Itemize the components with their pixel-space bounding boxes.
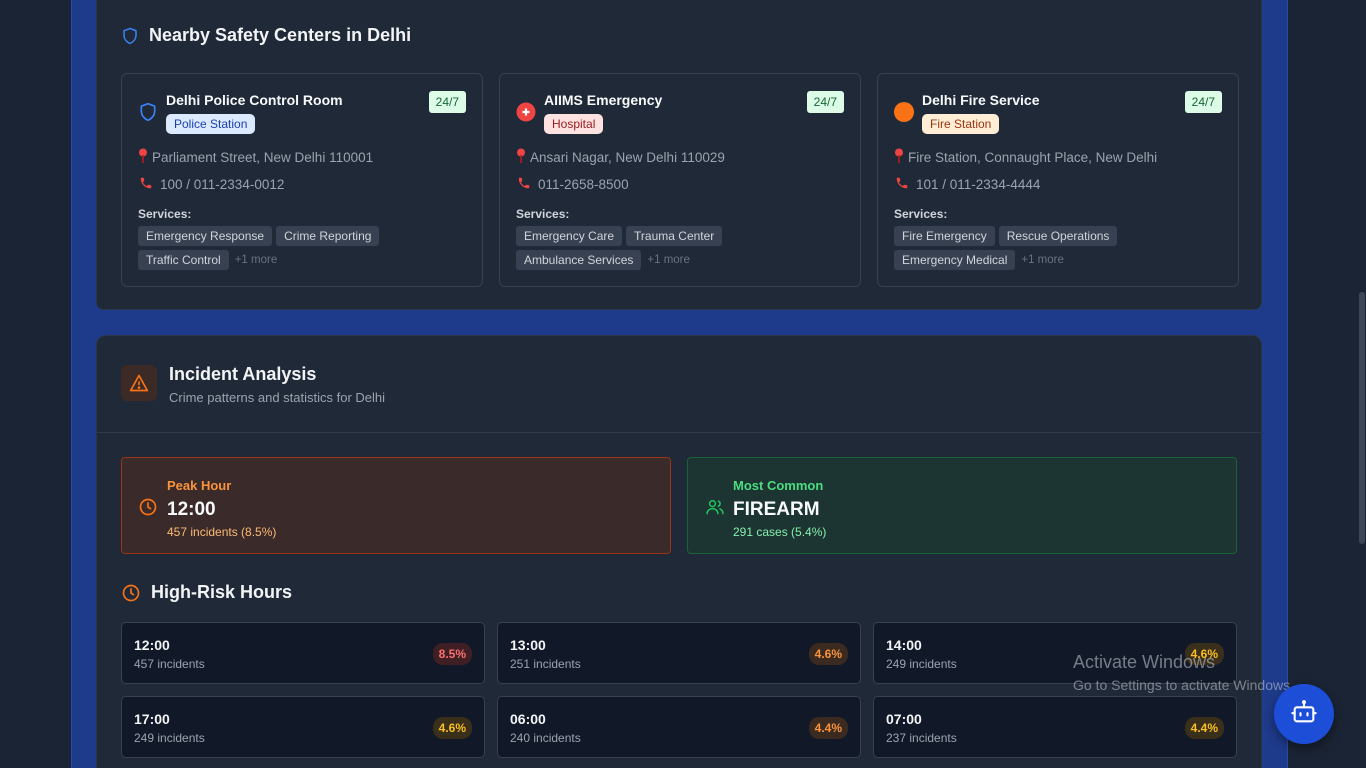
center-type-badge: Police Station — [166, 114, 255, 134]
divider — [97, 432, 1261, 433]
hour-count: 457 incidents — [134, 657, 205, 671]
most-common-detail: 291 cases (5.4%) — [733, 525, 826, 539]
center-type-badge: Hospital — [544, 114, 603, 134]
incident-analysis-panel: Incident Analysis Crime patterns and sta… — [96, 335, 1262, 768]
peak-hour-value: 12:00 — [167, 499, 216, 521]
hour-time: 12:00 — [134, 637, 170, 653]
center-name: AIIMS Emergency — [544, 92, 662, 108]
activate-windows-subtitle: Go to Settings to activate Windows. — [1073, 677, 1294, 693]
services-list: Fire Emergency Rescue Operations Emergen… — [894, 226, 1229, 270]
hour-percent-badge: 4.6% — [809, 643, 848, 665]
map-pin-icon — [516, 148, 526, 167]
incident-analysis-title: Incident Analysis — [169, 364, 316, 385]
peak-hour-label: Peak Hour — [167, 478, 231, 493]
scrollbar[interactable] — [1358, 0, 1366, 768]
high-risk-heading: High-Risk Hours — [121, 582, 292, 603]
hour-percent-badge: 8.5% — [433, 643, 472, 665]
shield-icon — [138, 102, 158, 122]
users-icon — [704, 497, 726, 522]
services-label: Services: — [894, 207, 947, 221]
service-tag: Emergency Care — [516, 226, 622, 246]
service-tag: Ambulance Services — [516, 250, 641, 270]
hour-card[interactable]: 12:00 457 incidents 8.5% — [121, 622, 485, 684]
shield-icon — [121, 26, 139, 46]
safety-centers-title: Nearby Safety Centers in Delhi — [149, 25, 411, 46]
safety-centers-panel: Nearby Safety Centers in Delhi Delhi Pol… — [96, 0, 1262, 310]
service-tag: Crime Reporting — [276, 226, 379, 246]
hour-time: 07:00 — [886, 711, 922, 727]
hour-time: 06:00 — [510, 711, 546, 727]
chatbot-button[interactable] — [1274, 684, 1334, 744]
hour-count: 249 incidents — [134, 731, 205, 745]
center-address: Ansari Nagar, New Delhi 110029 — [516, 148, 725, 167]
service-tag: Traffic Control — [138, 250, 229, 270]
phone-icon — [516, 176, 532, 193]
most-common-label: Most Common — [733, 478, 823, 493]
safety-center-card[interactable]: AIIMS Emergency Hospital 24/7 Ansari Nag… — [499, 73, 861, 287]
more-services-link[interactable]: +1 more — [235, 254, 278, 266]
hour-card[interactable]: 13:00 251 incidents 4.6% — [497, 622, 861, 684]
hour-count: 249 incidents — [886, 657, 957, 671]
service-tag: Emergency Response — [138, 226, 272, 246]
hour-count: 237 incidents — [886, 731, 957, 745]
robot-icon — [1290, 698, 1318, 731]
hour-time: 14:00 — [886, 637, 922, 653]
hour-time: 17:00 — [134, 711, 170, 727]
peak-hour-card: Peak Hour 12:00 457 incidents (8.5%) — [121, 457, 671, 554]
service-tag: Trauma Center — [626, 226, 722, 246]
hour-card[interactable]: 17:00 249 incidents 4.6% — [121, 696, 485, 758]
hour-card[interactable]: 07:00 237 incidents 4.4% — [873, 696, 1237, 758]
more-services-link[interactable]: +1 more — [647, 254, 690, 266]
services-label: Services: — [138, 207, 191, 221]
warning-icon — [121, 365, 157, 401]
center-phone[interactable]: 011-2658-8500 — [516, 176, 629, 193]
most-common-card: Most Common FIREARM 291 cases (5.4%) — [687, 457, 1237, 554]
clock-icon — [121, 583, 141, 603]
more-services-link[interactable]: +1 more — [1021, 254, 1064, 266]
center-name: Delhi Fire Service — [922, 92, 1040, 108]
clock-icon — [138, 497, 158, 522]
hour-percent-badge: 4.4% — [1185, 717, 1224, 739]
hour-count: 240 incidents — [510, 731, 581, 745]
services-label: Services: — [516, 207, 569, 221]
incident-analysis-subtitle: Crime patterns and statistics for Delhi — [169, 390, 385, 405]
map-pin-icon — [138, 148, 148, 167]
service-tag: Emergency Medical — [894, 250, 1015, 270]
center-address: Fire Station, Connaught Place, New Delhi — [894, 148, 1157, 167]
hospital-cross-icon — [516, 102, 536, 122]
hour-percent-badge: 4.4% — [809, 717, 848, 739]
center-address: Parliament Street, New Delhi 110001 — [138, 148, 373, 167]
fire-circle-icon — [894, 102, 914, 122]
center-type-badge: Fire Station — [922, 114, 999, 134]
services-list: Emergency Response Crime Reporting Traff… — [138, 226, 473, 270]
services-list: Emergency Care Trauma Center Ambulance S… — [516, 226, 851, 270]
safety-center-card[interactable]: Delhi Police Control Room Police Station… — [121, 73, 483, 287]
center-name: Delhi Police Control Room — [166, 92, 343, 108]
map-pin-icon — [894, 148, 904, 167]
safety-center-card[interactable]: Delhi Fire Service Fire Station 24/7 Fir… — [877, 73, 1239, 287]
phone-icon — [138, 176, 154, 193]
hour-percent-badge: 4.6% — [433, 717, 472, 739]
safety-centers-heading: Nearby Safety Centers in Delhi — [121, 25, 411, 46]
hour-count: 251 incidents — [510, 657, 581, 671]
hour-card[interactable]: 06:00 240 incidents 4.4% — [497, 696, 861, 758]
most-common-value: FIREARM — [733, 499, 820, 521]
service-tag: Rescue Operations — [999, 226, 1118, 246]
scrollbar-thumb[interactable] — [1359, 292, 1365, 544]
availability-badge: 24/7 — [1185, 91, 1222, 113]
phone-icon — [894, 176, 910, 193]
center-phone[interactable]: 101 / 011-2334-4444 — [894, 176, 1040, 193]
peak-hour-detail: 457 incidents (8.5%) — [167, 525, 276, 539]
availability-badge: 24/7 — [429, 91, 466, 113]
activate-windows-title: Activate Windows — [1073, 652, 1215, 673]
center-phone[interactable]: 100 / 011-2334-0012 — [138, 176, 284, 193]
hour-time: 13:00 — [510, 637, 546, 653]
service-tag: Fire Emergency — [894, 226, 995, 246]
availability-badge: 24/7 — [807, 91, 844, 113]
high-risk-title: High-Risk Hours — [151, 582, 292, 603]
